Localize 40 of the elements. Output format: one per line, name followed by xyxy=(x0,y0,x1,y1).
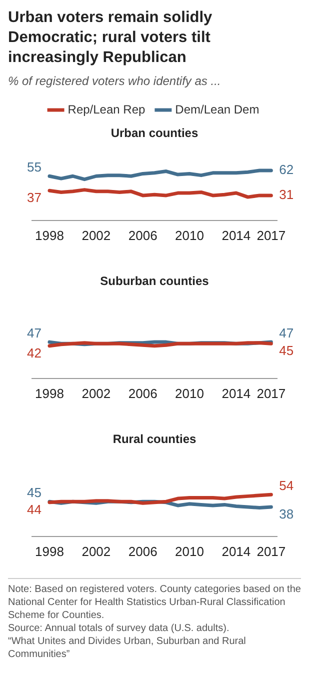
x-tick-label: 2010 xyxy=(175,228,204,243)
legend-label: Dem/Lean Dem xyxy=(175,102,260,116)
legend-title: Rural counties xyxy=(112,432,198,446)
x-tick-label: 2014 xyxy=(222,386,251,401)
x-tick-label: 2014 xyxy=(222,544,251,559)
text: “What Unites and Divides Urban, Suburban and Rural Communities” xyxy=(8,635,247,661)
data-label: 45 xyxy=(27,485,42,500)
data-label: 44 xyxy=(27,502,42,517)
x-tick-label: 2010 xyxy=(175,544,204,559)
x-tick-label: 1998 xyxy=(35,544,64,559)
legend-title: Urban counties xyxy=(110,126,200,140)
source-note: Source: Annual totals of survey data (U.S. adults). xyxy=(8,622,230,635)
x-tick-label: 2002 xyxy=(82,228,111,243)
data-label: 55 xyxy=(27,160,42,175)
x-tick-label: 2006 xyxy=(128,544,158,559)
x-tick-label: 1998 xyxy=(35,228,64,243)
data-label: 38 xyxy=(279,506,294,522)
data-label: 37 xyxy=(27,190,42,206)
chart-subtitle: % of registered voters who identify as ... xyxy=(8,74,222,88)
text: Note: Based on registered voters. County categories based on the National Center for Health Statistics Urban-Rural Classification Scheme for Counties. xyxy=(8,583,301,622)
data-label: 54 xyxy=(279,478,294,494)
data-label: 62 xyxy=(279,162,294,178)
x-tick-label: 2002 xyxy=(82,544,111,559)
x-tick-label: 2014 xyxy=(222,228,251,243)
legend-title: Suburban counties xyxy=(99,274,210,288)
x-tick-label: 2010 xyxy=(175,386,204,401)
x-tick-label: 2006 xyxy=(128,386,158,401)
chart-title: Urban voters remain solidly Democratic; rural voters tilt increasingly Republican xyxy=(8,8,214,68)
x-tick-label: 2006 xyxy=(128,228,158,243)
x-tick-label: 2002 xyxy=(82,386,111,401)
x-tick-label: 2017 xyxy=(256,544,286,559)
x-tick-label: 2017 xyxy=(256,386,286,401)
data-label: 47 xyxy=(279,326,294,341)
x-tick-label: 1998 xyxy=(35,386,64,401)
data-label: 31 xyxy=(279,187,294,202)
legend-label: Rep/Lean Rep xyxy=(68,102,146,116)
data-label: 42 xyxy=(27,346,42,360)
x-tick-label: 2017 xyxy=(256,228,286,243)
data-label: 45 xyxy=(279,343,294,358)
data-label: 47 xyxy=(27,326,42,341)
